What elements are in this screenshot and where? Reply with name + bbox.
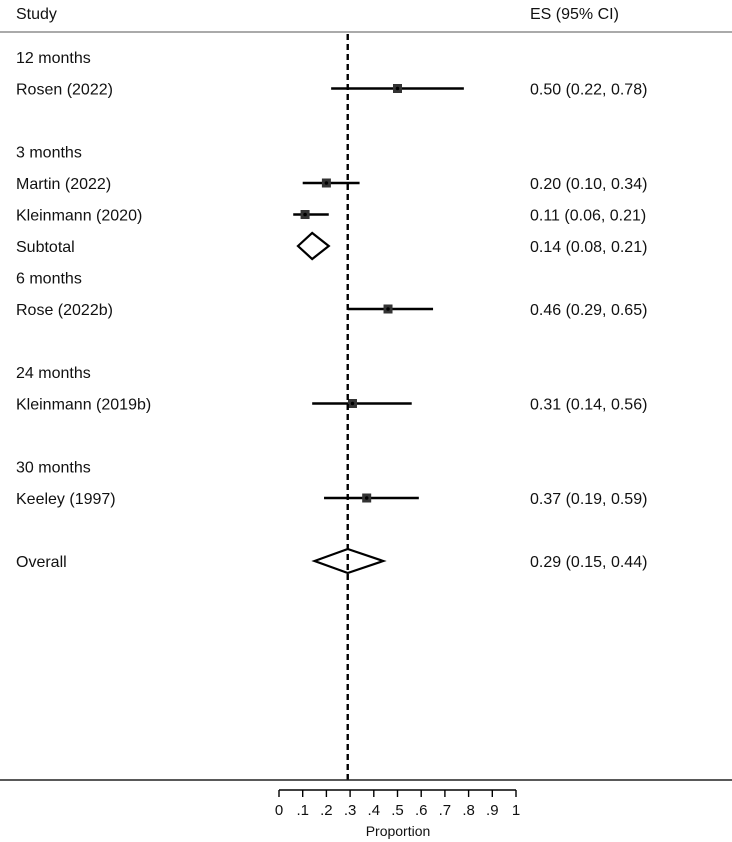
group-label-12-months: 12 months	[16, 50, 91, 67]
x-tick-label: .7	[439, 802, 452, 819]
es-value-rose-2022b: 0.46 (0.29, 0.65)	[530, 302, 647, 319]
row-label-subtotal: Subtotal	[16, 239, 75, 256]
x-tick-label: .8	[462, 802, 475, 819]
row-label-martin-2022: Martin (2022)	[16, 176, 111, 193]
point-center-kleinmann-2019b	[350, 401, 355, 406]
point-center-rose-2022b	[386, 307, 390, 311]
group-label-6-months: 6 months	[16, 271, 82, 288]
row-label-kleinmann-2019b: Kleinmann (2019b)	[16, 397, 151, 414]
header-study: Study	[16, 6, 57, 23]
es-value-subtotal: 0.14 (0.08, 0.21)	[530, 239, 647, 256]
group-label-3-months: 3 months	[16, 145, 82, 162]
x-tick-label: .6	[415, 802, 428, 819]
row-label-keeley-1997: Keeley (1997)	[16, 491, 116, 508]
es-value-kleinmann-2019b: 0.31 (0.14, 0.56)	[530, 397, 647, 414]
row-label-rosen-2022: Rosen (2022)	[16, 82, 113, 99]
x-axis-title: Proportion	[366, 823, 431, 839]
row-label-kleinmann-2020: Kleinmann (2020)	[16, 208, 142, 225]
es-value-kleinmann-2020: 0.11 (0.06, 0.21)	[530, 208, 646, 225]
header-es: ES (95% CI)	[530, 6, 619, 23]
overall-diamond	[311, 547, 387, 575]
group-label-30-months: 30 months	[16, 460, 91, 477]
point-center-martin-2022	[324, 181, 329, 185]
es-value-overall: 0.29 (0.15, 0.44)	[530, 554, 647, 571]
forest-rows: 12 months Rosen (2022) 0.50 (0.22, 0.78) 3 …	[16, 50, 647, 575]
x-tick-label: .2	[320, 802, 333, 819]
es-value-keeley-1997: 0.37 (0.19, 0.59)	[530, 491, 647, 508]
row-label-rose-2022b: Rose (2022b)	[16, 302, 113, 319]
x-tick-label: .5	[391, 802, 404, 819]
point-center-kleinmann-2020	[303, 212, 307, 217]
x-tick-label: .1	[296, 802, 309, 819]
x-tick-label: 0	[275, 802, 283, 819]
group-label-24-months: 24 months	[16, 365, 91, 382]
es-value-martin-2022: 0.20 (0.10, 0.34)	[530, 176, 647, 193]
x-tick-label: .4	[368, 802, 381, 819]
point-center-keeley-1997	[364, 496, 369, 500]
subtotal-diamond	[296, 231, 331, 261]
x-tick-label: .9	[486, 802, 499, 819]
x-tick-label: .3	[344, 802, 357, 819]
es-value-rosen-2022: 0.50 (0.22, 0.78)	[530, 82, 647, 99]
x-axis: 0 .1 .2 .3 .4 .5 .6 .7 .8 .9 1	[275, 789, 520, 819]
row-label-overall: Overall	[16, 554, 67, 571]
point-center-rosen-2022	[395, 86, 400, 91]
x-tick-label: 1	[512, 802, 520, 819]
